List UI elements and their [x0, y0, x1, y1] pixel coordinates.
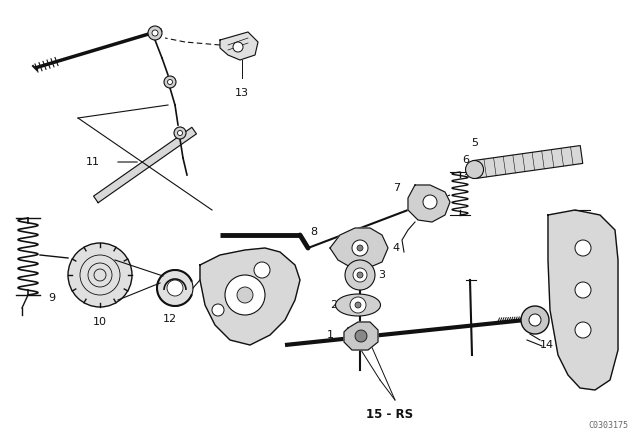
Text: C0303175: C0303175 [588, 421, 628, 430]
Text: 11: 11 [86, 157, 100, 167]
Polygon shape [330, 228, 388, 268]
Text: 6: 6 [462, 155, 469, 165]
Circle shape [575, 240, 591, 256]
Circle shape [345, 260, 375, 290]
Circle shape [68, 243, 132, 307]
Polygon shape [473, 146, 583, 178]
Circle shape [352, 240, 368, 256]
Text: 8: 8 [310, 227, 317, 237]
Circle shape [177, 130, 182, 135]
Circle shape [423, 195, 437, 209]
Circle shape [355, 330, 367, 342]
Circle shape [233, 42, 243, 52]
Circle shape [225, 275, 265, 315]
Text: 15 - RS: 15 - RS [367, 408, 413, 421]
Text: 4: 4 [392, 243, 399, 253]
Circle shape [350, 297, 366, 313]
Polygon shape [408, 185, 450, 222]
Polygon shape [220, 32, 258, 60]
Text: 5: 5 [472, 138, 479, 148]
Circle shape [237, 287, 253, 303]
Text: 10: 10 [93, 317, 107, 327]
Circle shape [164, 76, 176, 88]
Text: 9: 9 [48, 293, 55, 303]
Circle shape [575, 322, 591, 338]
Circle shape [254, 262, 270, 278]
Circle shape [168, 79, 173, 85]
Ellipse shape [335, 294, 381, 316]
Circle shape [157, 270, 193, 306]
Circle shape [148, 26, 162, 40]
Circle shape [357, 272, 363, 278]
Circle shape [465, 160, 484, 178]
Circle shape [212, 304, 224, 316]
Polygon shape [548, 210, 618, 390]
Circle shape [575, 282, 591, 298]
Text: 13: 13 [235, 88, 249, 98]
Circle shape [353, 268, 367, 282]
Circle shape [529, 314, 541, 326]
Circle shape [521, 306, 549, 334]
Polygon shape [344, 322, 378, 350]
Circle shape [355, 302, 361, 308]
Polygon shape [93, 127, 196, 202]
Circle shape [167, 280, 183, 296]
Text: 12: 12 [163, 314, 177, 324]
Circle shape [174, 127, 186, 139]
Circle shape [357, 245, 363, 251]
Text: 1: 1 [327, 330, 334, 340]
Text: 7: 7 [393, 183, 400, 193]
Text: 14: 14 [540, 340, 554, 350]
Circle shape [152, 30, 158, 36]
Text: 3: 3 [378, 270, 385, 280]
Polygon shape [200, 248, 300, 345]
Text: 2: 2 [330, 300, 337, 310]
